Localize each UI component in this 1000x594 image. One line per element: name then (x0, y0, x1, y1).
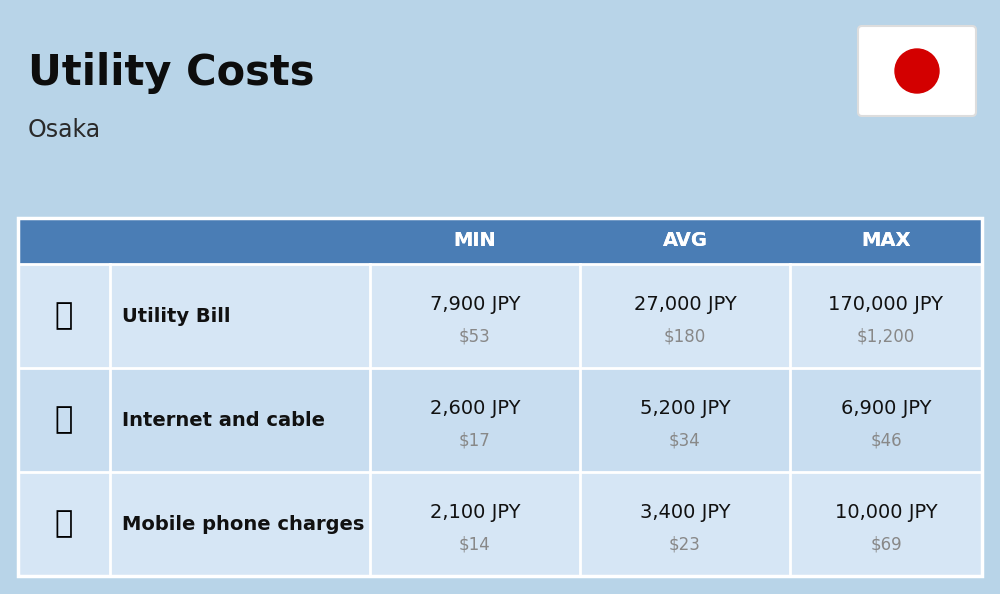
Text: 27,000 JPY: 27,000 JPY (634, 295, 736, 314)
Bar (18, 218, 982, 576)
FancyBboxPatch shape (858, 26, 976, 116)
Text: $180: $180 (664, 327, 706, 345)
Text: $69: $69 (870, 535, 902, 553)
Text: 10,000 JPY: 10,000 JPY (835, 503, 937, 522)
Text: $53: $53 (459, 327, 491, 345)
Text: $23: $23 (669, 535, 701, 553)
Text: 3,400 JPY: 3,400 JPY (640, 503, 730, 522)
Bar (18, 218, 982, 264)
Text: MIN: MIN (454, 232, 496, 251)
Text: $14: $14 (459, 535, 491, 553)
Text: MAX: MAX (861, 232, 911, 251)
Text: MAX: MAX (861, 232, 911, 251)
Text: Osaka: Osaka (28, 118, 101, 142)
Text: Internet and cable: Internet and cable (122, 410, 325, 429)
Text: 6,900 JPY: 6,900 JPY (841, 399, 931, 418)
Text: 📱: 📱 (55, 510, 73, 539)
Text: $34: $34 (669, 431, 701, 449)
Text: AVG: AVG (662, 232, 708, 251)
Text: 7,900 JPY: 7,900 JPY (430, 295, 520, 314)
Bar (18, 472, 982, 576)
Text: $17: $17 (459, 431, 491, 449)
Circle shape (895, 49, 939, 93)
Text: 5,200 JPY: 5,200 JPY (640, 399, 730, 418)
Text: 2,100 JPY: 2,100 JPY (430, 503, 520, 522)
Text: Mobile phone charges: Mobile phone charges (122, 514, 364, 533)
Text: Utility Bill: Utility Bill (122, 307, 230, 326)
Text: 2,600 JPY: 2,600 JPY (430, 399, 520, 418)
Text: MIN: MIN (454, 232, 496, 251)
Text: 170,000 JPY: 170,000 JPY (828, 295, 944, 314)
Text: AVG: AVG (662, 232, 708, 251)
Text: $46: $46 (870, 431, 902, 449)
Text: $1,200: $1,200 (857, 327, 915, 345)
Text: 📡: 📡 (55, 406, 73, 434)
Text: Utility Costs: Utility Costs (28, 52, 314, 94)
Text: 🔧: 🔧 (55, 302, 73, 330)
Bar (18, 264, 982, 368)
Bar (18, 368, 982, 472)
